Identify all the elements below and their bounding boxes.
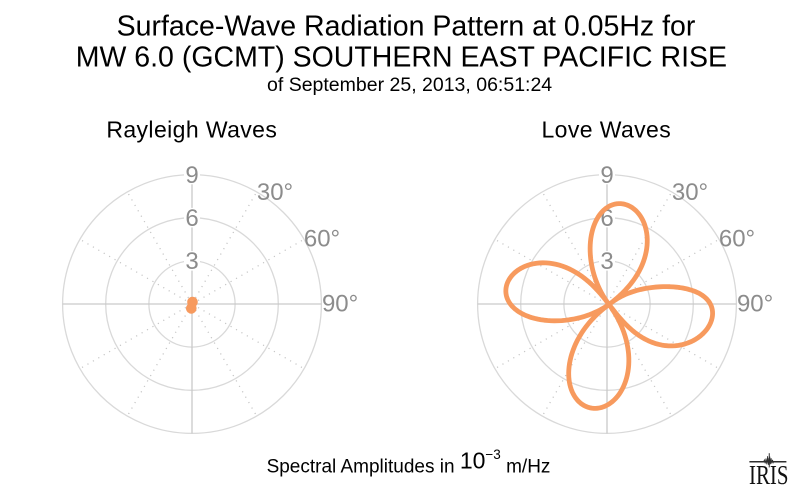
- svg-text:30°: 30°: [672, 179, 708, 206]
- svg-text:MW 6.0 (GCMT) SOUTHERN EAST PA: MW 6.0 (GCMT) SOUTHERN EAST PACIFIC RISE: [76, 42, 727, 74]
- svg-text:30°: 30°: [257, 179, 293, 206]
- svg-text:Love Waves: Love Waves: [541, 117, 671, 143]
- svg-text:60°: 60°: [719, 226, 755, 253]
- svg-text:Surface-Wave Radiation Pattern: Surface-Wave Radiation Pattern at 0.05Hz…: [117, 10, 696, 42]
- svg-text:9: 9: [600, 162, 613, 189]
- svg-text:IRIS: IRIS: [749, 459, 789, 490]
- svg-text:6: 6: [185, 205, 198, 232]
- svg-text:3: 3: [185, 248, 198, 275]
- svg-text:90°: 90°: [737, 291, 773, 318]
- svg-text:90°: 90°: [322, 291, 358, 318]
- svg-text:3: 3: [600, 248, 613, 275]
- svg-text:of September 25, 2013, 06:51:2: of September 25, 2013, 06:51:24: [267, 74, 552, 96]
- svg-text:Rayleigh Waves: Rayleigh Waves: [106, 117, 277, 143]
- svg-text:60°: 60°: [304, 226, 340, 253]
- svg-text:9: 9: [185, 162, 198, 189]
